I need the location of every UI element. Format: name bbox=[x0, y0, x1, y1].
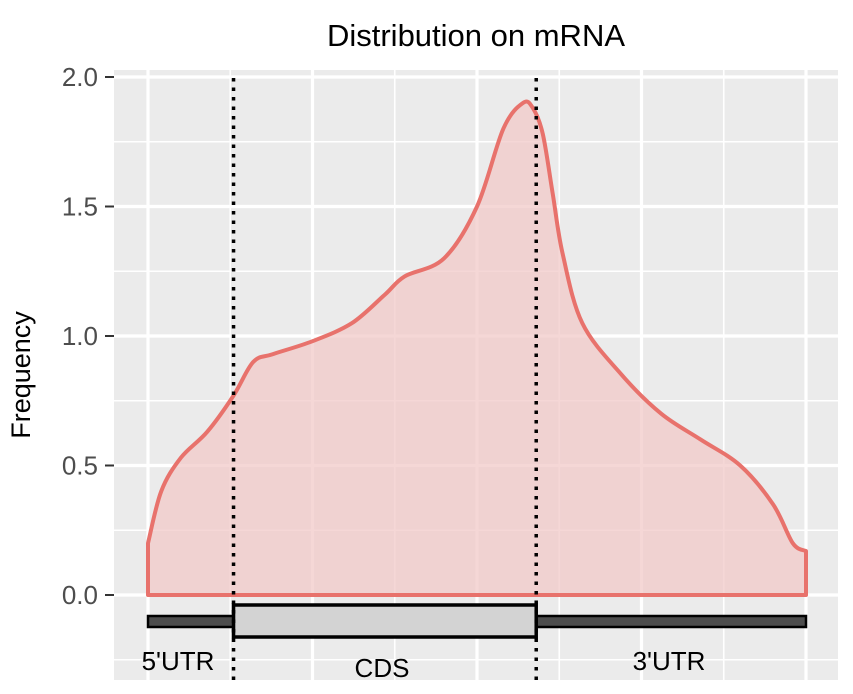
y-axis-label: Frequency bbox=[6, 311, 36, 439]
y-tick-label: 2.0 bbox=[62, 62, 98, 92]
y-tick-label: 0.5 bbox=[62, 451, 98, 481]
region-label: 5'UTR bbox=[142, 646, 215, 676]
y-tick-label: 0.0 bbox=[62, 580, 98, 610]
chart-title: Distribution on mRNA bbox=[327, 18, 625, 53]
region-label: 3'UTR bbox=[633, 646, 706, 676]
y-tick-label: 1.0 bbox=[62, 321, 98, 351]
y-tick-label: 1.5 bbox=[62, 192, 98, 222]
density-line bbox=[146, 99, 808, 597]
y-axis: 0.0 0.5 1.0 1.5 2.0 bbox=[62, 62, 114, 610]
density-area bbox=[148, 101, 806, 595]
cds-box bbox=[231, 603, 538, 639]
region-label: CDS bbox=[355, 653, 410, 683]
region-labels: 5'UTR CDS 3'UTR bbox=[142, 646, 706, 683]
